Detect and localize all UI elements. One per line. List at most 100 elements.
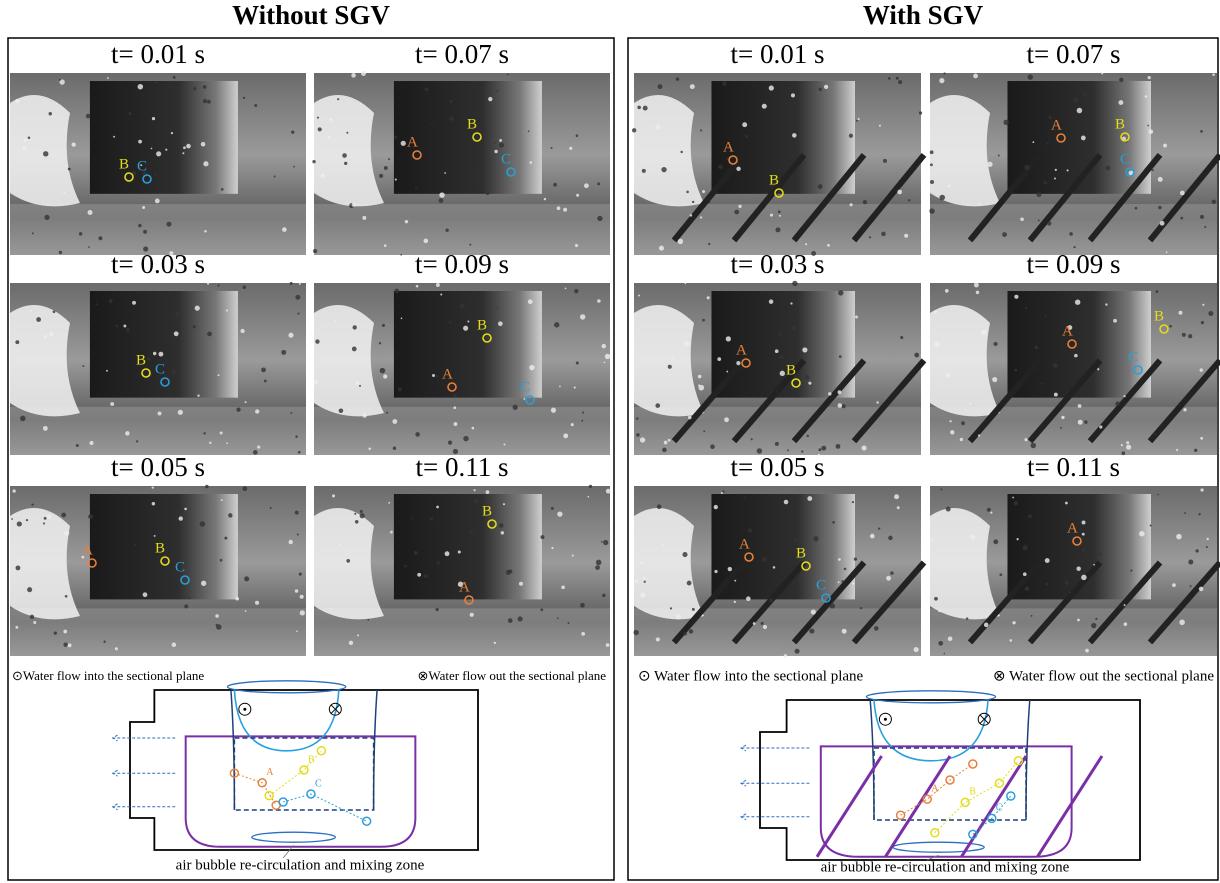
- tracer-label: C: [175, 559, 185, 575]
- bubble: [79, 232, 82, 235]
- bubble: [1020, 217, 1024, 221]
- bubble: [970, 535, 975, 540]
- bubble: [655, 403, 660, 408]
- bubble: [1206, 538, 1208, 540]
- bubble: [714, 505, 718, 509]
- glass-base: [314, 204, 610, 255]
- bubble: [1012, 497, 1014, 499]
- bubble: [235, 597, 239, 601]
- bubble: [165, 149, 167, 151]
- bubble: [155, 199, 160, 204]
- bubble: [508, 618, 513, 623]
- bubble: [207, 282, 209, 284]
- bubble: [63, 642, 67, 646]
- bubble: [644, 581, 646, 583]
- bubble: [769, 299, 774, 304]
- bubble: [855, 316, 858, 319]
- tracer-label: C: [1128, 349, 1138, 365]
- bubble: [863, 200, 867, 204]
- bubble: [15, 565, 20, 570]
- trajectory-point: [300, 766, 308, 774]
- bubble: [595, 565, 600, 570]
- bubble: [215, 614, 218, 617]
- bubble: [597, 216, 602, 221]
- bubble: [809, 629, 814, 634]
- bubble: [1184, 512, 1186, 514]
- bubble: [1198, 513, 1200, 515]
- bubble: [264, 380, 267, 383]
- bubble: [392, 419, 397, 424]
- bubble: [228, 513, 232, 517]
- bubble: [1069, 591, 1071, 593]
- tracer-label: B: [477, 317, 487, 333]
- bubble: [337, 98, 339, 100]
- bubble: [226, 442, 228, 444]
- bubble: [709, 201, 711, 203]
- frame-time: t= 0.11 s: [1027, 452, 1120, 482]
- bubble: [841, 580, 844, 583]
- bubble: [201, 581, 206, 586]
- bubble: [1148, 76, 1151, 79]
- bubble: [507, 74, 509, 76]
- bubble: [297, 313, 299, 315]
- bubble: [602, 344, 606, 348]
- bubble: [987, 162, 992, 167]
- bubble: [1156, 290, 1159, 293]
- bubble: [791, 93, 795, 97]
- bubble: [155, 81, 158, 84]
- bubble: [978, 434, 980, 436]
- bubble: [1124, 604, 1126, 606]
- bubble: [900, 336, 903, 339]
- bubble: [700, 129, 702, 131]
- bubble: [702, 190, 705, 193]
- bubble: [53, 310, 56, 313]
- bubble: [587, 496, 589, 498]
- bubble: [318, 127, 322, 131]
- bubble: [499, 139, 502, 142]
- bubble: [330, 608, 332, 610]
- bubble: [312, 160, 315, 163]
- bubble: [1172, 583, 1176, 587]
- bubble: [203, 99, 207, 103]
- bubble: [362, 216, 366, 220]
- bubble: [1028, 514, 1032, 518]
- bubble: [717, 357, 721, 361]
- bubble: [807, 435, 809, 437]
- glass-base: [10, 204, 306, 255]
- bubble: [113, 136, 115, 138]
- trajectory-point: [363, 817, 371, 825]
- bubble: [431, 124, 433, 126]
- outflow-arrow: [113, 735, 176, 741]
- bubble: [1065, 502, 1068, 505]
- bubble: [453, 394, 457, 398]
- bubble: [597, 182, 600, 185]
- bubble: [1115, 401, 1120, 406]
- bubble: [775, 442, 779, 446]
- bubble: [1200, 130, 1203, 133]
- bubble: [688, 416, 692, 420]
- bubble: [574, 289, 578, 293]
- tracer-label: C: [520, 379, 530, 395]
- bubble: [738, 205, 741, 208]
- bubble: [195, 306, 200, 311]
- bubble: [689, 629, 693, 633]
- bubble: [1045, 583, 1048, 586]
- bubble: [1183, 408, 1186, 411]
- bubble: [430, 517, 433, 520]
- bubble: [1025, 586, 1030, 591]
- bubble: [344, 162, 347, 165]
- bubble: [1200, 437, 1203, 440]
- bubble: [281, 350, 286, 355]
- frame-time: t= 0.07 s: [1027, 39, 1121, 69]
- bubble: [692, 201, 694, 203]
- bubble: [881, 232, 885, 236]
- bubble: [432, 374, 435, 377]
- bubble: [201, 142, 206, 147]
- bubble: [551, 507, 554, 510]
- bubble: [748, 529, 752, 533]
- bubble: [934, 342, 940, 348]
- bubble: [1054, 393, 1058, 397]
- bubble: [1195, 549, 1198, 552]
- bubble: [914, 647, 919, 652]
- bubble: [938, 641, 943, 646]
